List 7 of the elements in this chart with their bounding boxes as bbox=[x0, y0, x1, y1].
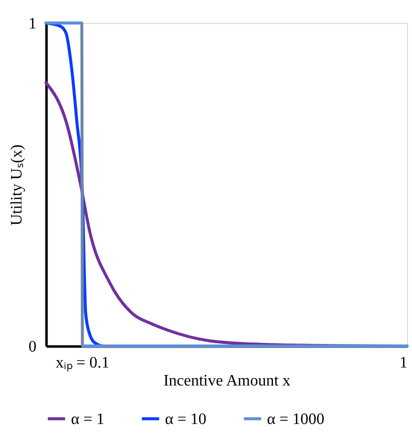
legend-label: α = 10 bbox=[165, 410, 206, 428]
x-axis-title: Incentive Amount x bbox=[163, 372, 291, 390]
x-tick-label: xᵢₚ = 0.1 bbox=[56, 354, 110, 372]
legend-label: α = 1000 bbox=[267, 410, 324, 428]
y-tick-label: 0 bbox=[28, 338, 36, 356]
y-axis-title: Utility Uₛ(x) bbox=[8, 144, 26, 226]
legend-label: α = 1 bbox=[71, 410, 104, 428]
